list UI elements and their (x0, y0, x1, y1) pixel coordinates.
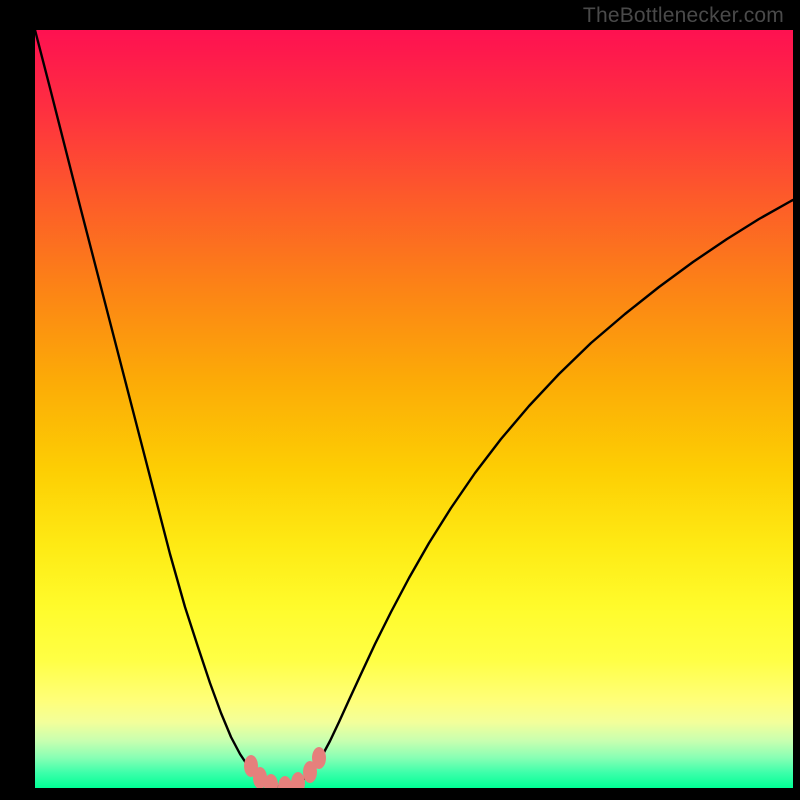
watermark-label: TheBottlenecker.com (583, 4, 784, 28)
chart-canvas: TheBottlenecker.com (0, 0, 800, 800)
curve-path (35, 30, 793, 787)
curve-marker (312, 747, 326, 769)
bottleneck-curve (35, 30, 793, 788)
plot-area (35, 30, 793, 788)
